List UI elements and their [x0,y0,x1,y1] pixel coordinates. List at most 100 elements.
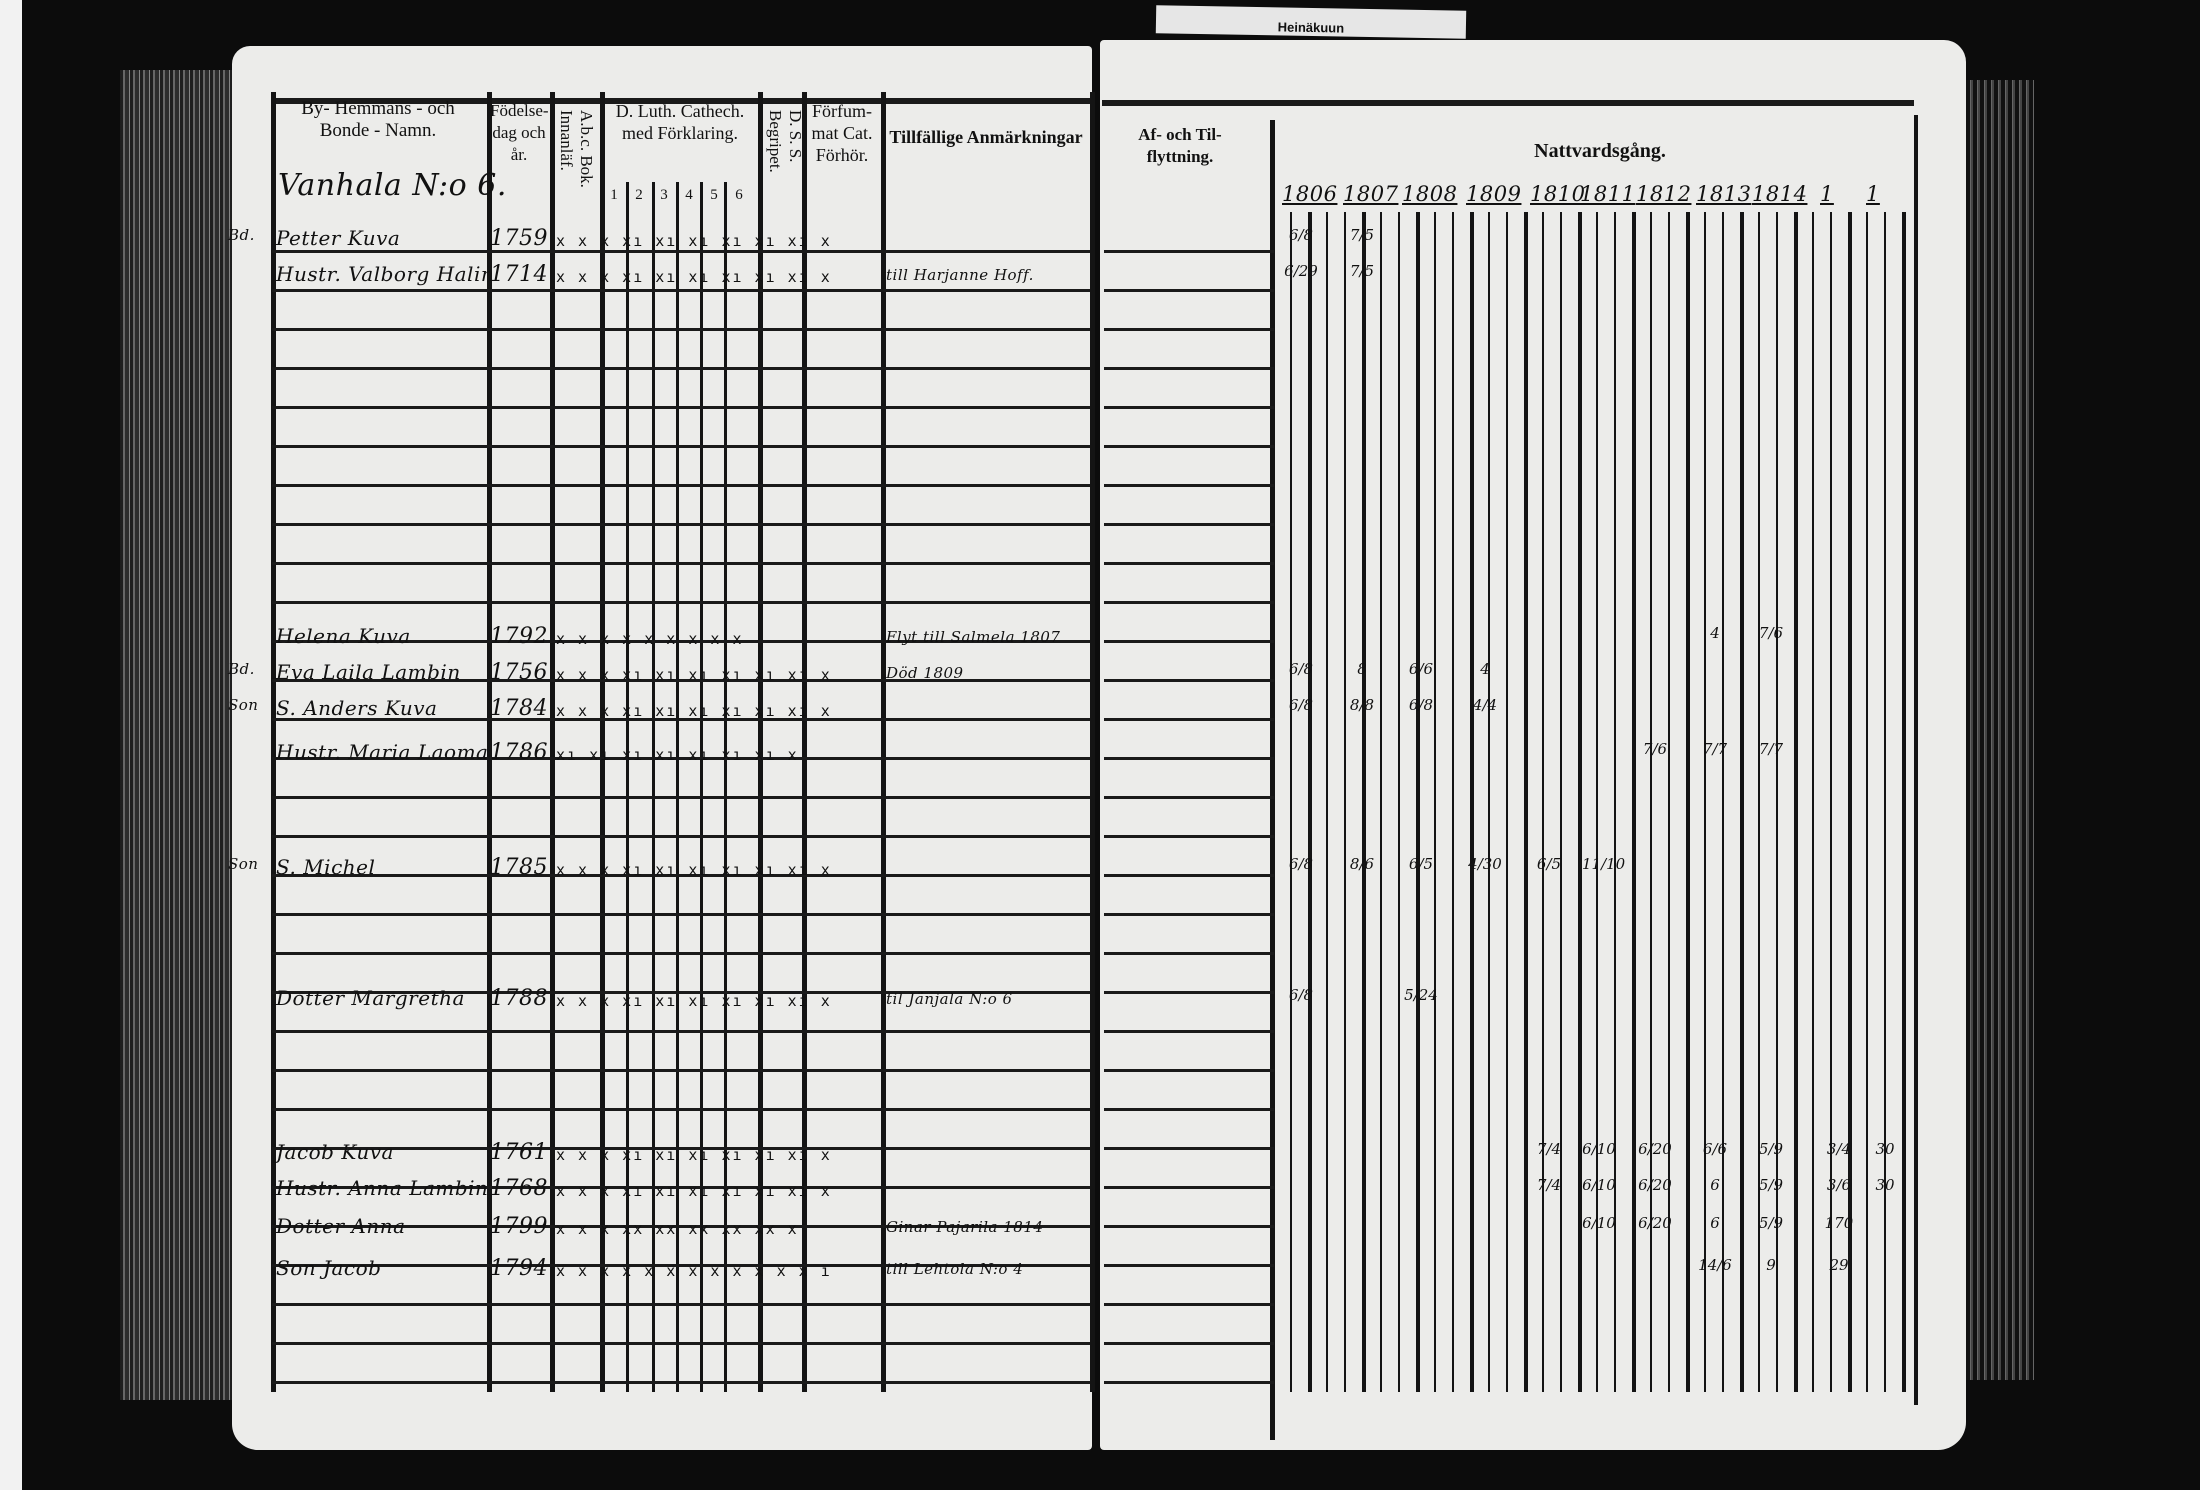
communion-grid-rule [1776,212,1778,1392]
row-catechism-marks: x x x xı xı xı xı xı xı x [556,1146,832,1164]
communion-grid-rule [1380,212,1382,1392]
row-rule [1104,562,1274,565]
row-rule [272,406,1090,409]
communion-entry: 6/10 [1582,1176,1616,1194]
row-rule [1104,991,1274,994]
row-rule [272,1303,1090,1306]
communion-entry: 6/20 [1638,1214,1672,1232]
row-name: S. Anders Kuva [276,696,438,720]
row-role: Son [228,855,259,873]
communion-entry: 9 [1766,1256,1776,1274]
row-rule [1104,757,1274,760]
row-rule [272,1381,1090,1384]
row-rule [1104,1030,1274,1033]
row-rule [1104,1225,1274,1228]
right-page [1100,40,1966,1450]
communion-entry: 7/6 [1642,740,1668,758]
communion-grid-rule [1524,212,1528,1392]
communion-entry: 8/6 [1349,855,1375,873]
row-rule [1104,1147,1274,1150]
header-dss: D. S. S. Begripet. [766,110,805,173]
catechism-part: 2 [635,187,643,203]
communion-entry: 6/8 [1288,696,1314,714]
communion-year: 1809 [1466,182,1522,206]
row-rule [272,367,1090,370]
communion-entry: 30 [1875,1140,1895,1158]
communion-entry: 6/6 [1702,1140,1728,1158]
column-rule [881,92,886,1392]
catechism-part: 6 [735,187,743,203]
row-rule [1104,913,1274,916]
communion-entry: 8 [1357,660,1367,678]
row-rule [1104,406,1274,409]
row-rule [1104,679,1274,682]
row-rule [1104,1069,1274,1072]
header-moving: Af- och Til-flyttning. [1138,125,1222,166]
row-rule [272,679,1090,682]
row-rule [1104,289,1274,292]
row-rule [1104,796,1274,799]
row-name: Hustr. Valborg Halin [276,262,495,286]
communion-entry: 7/6 [1758,624,1784,642]
communion-entry: 7/7 [1702,740,1728,758]
row-catechism-marks: x x x x x x x x x x x x ı [556,1262,832,1280]
communion-entry: 5/9 [1758,1140,1784,1158]
row-name: Dotter Anna [276,1214,406,1238]
catechism-part: 4 [685,187,693,203]
communion-entry: 4 [1480,660,1490,678]
communion-entry: 8/8 [1349,696,1375,714]
communion-entry: 6/5 [1408,855,1434,873]
row-rule [1104,601,1274,604]
scan-margin [0,0,22,1490]
row-rule [1104,952,1274,955]
row-name: S. Michel [276,855,376,879]
communion-grid-rule [1650,212,1652,1392]
communion-year: 1 [1820,182,1834,206]
column-rule [758,92,763,1392]
communion-entry: 6/8 [1288,226,1314,244]
column-rule [802,92,807,1392]
column-rule [550,92,555,1392]
communion-entry: 6/8 [1288,660,1314,678]
row-remark: till Lehtola N:o 4 [886,1260,1024,1278]
header-top-rule [1102,100,1914,106]
row-catechism-marks: xı xı xı xı xı xı xı x [556,746,799,764]
row-remark: Ginar Pajarila 1814 [886,1218,1044,1236]
row-rule [1104,445,1274,448]
communion-year: 1811 [1580,182,1636,206]
header-top-rule [272,98,1090,104]
communion-grid-rule [1758,212,1760,1392]
row-rule [1104,523,1274,526]
communion-grid-rule [1506,212,1508,1392]
row-name: Hustr. Maria Laoma [276,740,489,764]
communion-year: 1813 [1696,182,1752,206]
communion-entry: 4/4 [1472,696,1498,714]
row-remark: till Harjanne Hoff. [886,266,1034,284]
row-rule [272,835,1090,838]
row-rule [272,484,1090,487]
communion-entry: 7/4 [1536,1140,1562,1158]
row-rule [1104,1303,1274,1306]
communion-grid-rule [1560,212,1562,1392]
row-birth-year: 1761 [490,1140,548,1165]
header-communion: Nattvardsgång. [1534,140,1666,162]
communion-grid-rule [1866,212,1868,1392]
communion-grid-rule [1542,212,1544,1392]
communion-entry: 5/9 [1758,1214,1784,1232]
row-rule [272,874,1090,877]
row-birth-year: 1799 [490,1214,548,1239]
communion-entry: 6 [1710,1214,1720,1232]
column-rule [600,92,605,1392]
communion-entry: 6/10 [1582,1140,1616,1158]
row-catechism-marks: x x x xı xı xı xı xı xı x [556,1182,832,1200]
communion-entry: 6 [1710,1176,1720,1194]
row-birth-year: 1759 [490,226,548,251]
row-catechism-marks: x x x xı xı xı xı xı xı x [556,268,832,286]
row-catechism-marks: x x x x x x x x x [556,630,744,648]
row-rule [272,991,1090,994]
communion-entry: 6/6 [1408,660,1434,678]
communion-entry: 4 [1710,624,1720,642]
row-rule [272,913,1090,916]
row-name: Dotter Margretha [276,986,465,1010]
row-catechism-marks: x x x xı xı xı xı xı xı x [556,232,832,250]
